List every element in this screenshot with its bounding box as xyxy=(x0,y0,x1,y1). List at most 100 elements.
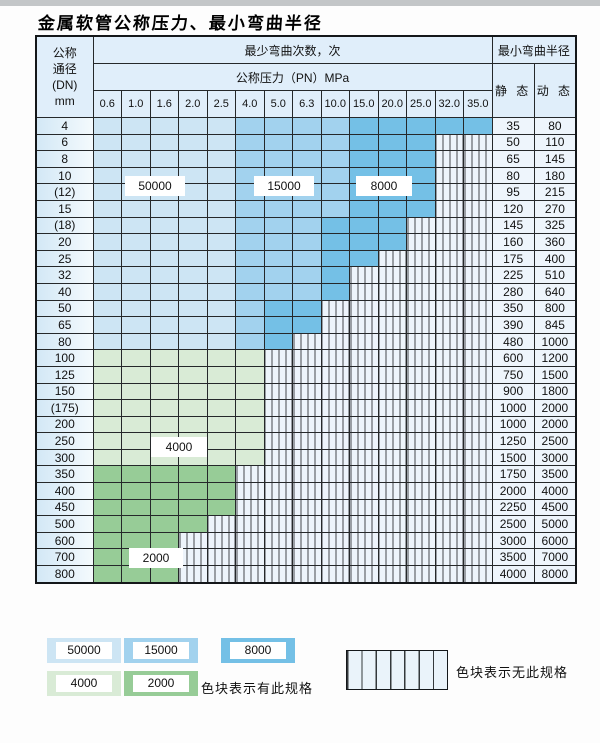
no-spec-cell xyxy=(292,548,322,567)
spec-cell xyxy=(349,150,379,168)
no-spec-cell xyxy=(377,415,407,434)
no-spec-cell xyxy=(377,565,407,584)
spec-cell xyxy=(377,150,407,168)
pressure-value-header: 32.0 xyxy=(434,90,464,118)
radius-header-cell: 最小弯曲半径 xyxy=(491,35,577,64)
no-spec-cell xyxy=(235,465,265,484)
spec-cell xyxy=(178,332,208,351)
spec-cell xyxy=(92,117,122,135)
no-spec-cell xyxy=(263,382,293,401)
static-radius-value: 900 xyxy=(491,382,535,401)
spec-table-wrap: 公称 通径 (DN) mm 最少弯曲次数，次 最小弯曲半径 公称压力（PN）MP… xyxy=(35,35,578,622)
dn-cell: 6 xyxy=(35,133,94,152)
dn-cell: 125 xyxy=(35,365,94,384)
no-spec-cell xyxy=(434,332,464,351)
spec-cell xyxy=(149,515,179,533)
spec-cell xyxy=(92,399,122,417)
no-spec-cell xyxy=(434,299,464,318)
dynamic-radius-value: 110 xyxy=(533,133,577,152)
spec-cell xyxy=(178,415,208,434)
no-spec-cell xyxy=(377,548,407,567)
pressure-value-header: 4.0 xyxy=(235,90,265,118)
no-spec-cell xyxy=(206,515,236,533)
spec-cell xyxy=(434,117,464,135)
dn-cell: 80 xyxy=(35,332,94,351)
no-spec-cell xyxy=(320,382,350,401)
no-spec-cell xyxy=(434,382,464,401)
static-radius-value: 1750 xyxy=(491,465,535,484)
spec-cell xyxy=(320,266,350,284)
no-spec-cell xyxy=(434,548,464,567)
no-spec-cell xyxy=(463,382,493,401)
no-spec-cell xyxy=(320,448,350,467)
no-spec-cell xyxy=(463,448,493,467)
no-spec-cell xyxy=(434,448,464,467)
dynamic-radius-value: 5000 xyxy=(533,515,577,533)
spec-cell xyxy=(92,316,122,334)
no-spec-cell xyxy=(292,448,322,467)
no-spec-cell xyxy=(406,382,436,401)
spec-cell xyxy=(320,233,350,251)
spec-cell xyxy=(178,199,208,218)
spec-cell xyxy=(121,465,151,484)
dn-cell: (18) xyxy=(35,216,94,235)
legend-chip-2000: 2000 xyxy=(124,671,198,696)
no-spec-cell xyxy=(235,498,265,517)
spec-cell xyxy=(92,531,122,550)
no-spec-cell xyxy=(320,399,350,417)
table-row: 25 175 400 xyxy=(35,249,577,268)
no-spec-cell xyxy=(349,282,379,301)
spec-cell xyxy=(206,399,236,417)
no-spec-cell xyxy=(406,465,436,484)
no-spec-cell xyxy=(406,548,436,567)
spec-cell xyxy=(377,133,407,152)
no-spec-cell xyxy=(377,531,407,550)
spec-cell xyxy=(320,133,350,152)
no-spec-cell xyxy=(463,233,493,251)
no-spec-cell xyxy=(263,465,293,484)
spec-cell xyxy=(149,399,179,417)
spec-cell xyxy=(149,332,179,351)
dn-cell: 32 xyxy=(35,266,94,284)
spec-cell xyxy=(263,266,293,284)
header-row-2: 公称压力（PN）MPa 静 态 动 态 xyxy=(36,63,577,118)
spec-cell xyxy=(235,399,265,417)
no-spec-cell xyxy=(463,415,493,434)
spec-cell xyxy=(121,531,151,550)
spec-cell xyxy=(178,266,208,284)
dynamic-header-cell: 动 态 xyxy=(533,63,577,118)
spec-cell xyxy=(235,332,265,351)
static-radius-value: 390 xyxy=(491,316,535,334)
spec-cell xyxy=(320,216,350,235)
spec-cell xyxy=(349,233,379,251)
spec-cell xyxy=(320,249,350,268)
label-2000: 2000 xyxy=(129,548,183,568)
no-spec-cell xyxy=(292,432,322,450)
no-spec-cell xyxy=(463,465,493,484)
spec-cell xyxy=(178,465,208,484)
static-radius-value: 65 xyxy=(491,150,535,168)
spec-cell xyxy=(121,266,151,284)
spec-cell xyxy=(178,282,208,301)
pressure-value-header: 35.0 xyxy=(463,90,493,118)
table-row: 8 65 145 xyxy=(35,150,577,168)
no-spec-cell xyxy=(463,332,493,351)
dn-cell: 400 xyxy=(35,482,94,500)
no-spec-cell xyxy=(320,415,350,434)
no-spec-cell xyxy=(235,482,265,500)
no-spec-cell xyxy=(377,498,407,517)
table-row: 100 600 1200 xyxy=(35,349,577,367)
no-spec-cell xyxy=(320,365,350,384)
spec-cell xyxy=(206,415,236,434)
no-spec-cell xyxy=(463,365,493,384)
spec-cell xyxy=(92,266,122,284)
spec-cell xyxy=(235,316,265,334)
static-header-cell: 静 态 xyxy=(491,63,535,118)
spec-cell xyxy=(235,199,265,218)
spec-cell xyxy=(235,266,265,284)
spec-cell xyxy=(149,482,179,500)
static-radius-value: 1000 xyxy=(491,399,535,417)
dn-cell: (12) xyxy=(35,183,94,201)
spec-cell xyxy=(406,117,436,135)
spec-cell xyxy=(92,216,122,235)
